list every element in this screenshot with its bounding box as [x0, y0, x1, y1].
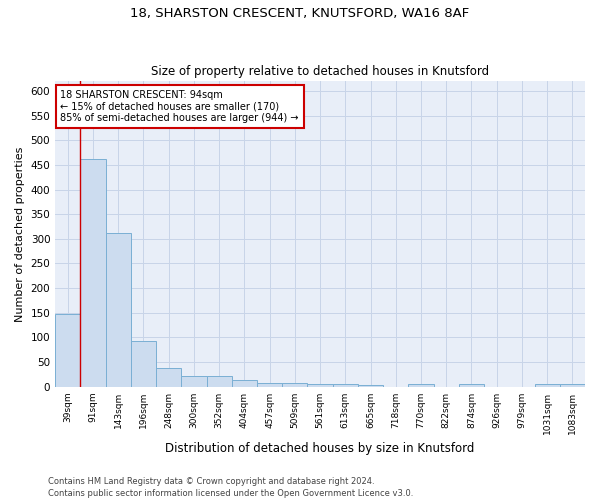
Bar [358, 384, 383, 386]
Bar [459, 384, 484, 386]
Bar [307, 384, 332, 386]
Bar [55, 314, 80, 386]
Bar [156, 368, 181, 386]
Bar [80, 159, 106, 386]
Text: 18, SHARSTON CRESCENT, KNUTSFORD, WA16 8AF: 18, SHARSTON CRESCENT, KNUTSFORD, WA16 8… [130, 8, 470, 20]
Bar [332, 384, 358, 386]
Bar [560, 384, 585, 386]
Bar [206, 376, 232, 386]
Y-axis label: Number of detached properties: Number of detached properties [15, 146, 25, 322]
Bar [131, 341, 156, 386]
X-axis label: Distribution of detached houses by size in Knutsford: Distribution of detached houses by size … [166, 442, 475, 455]
Bar [181, 376, 206, 386]
Title: Size of property relative to detached houses in Knutsford: Size of property relative to detached ho… [151, 66, 489, 78]
Bar [535, 384, 560, 386]
Bar [232, 380, 257, 386]
Bar [282, 382, 307, 386]
Bar [106, 234, 131, 386]
Bar [257, 382, 282, 386]
Bar [409, 384, 434, 386]
Text: 18 SHARSTON CRESCENT: 94sqm
← 15% of detached houses are smaller (170)
85% of se: 18 SHARSTON CRESCENT: 94sqm ← 15% of det… [61, 90, 299, 124]
Text: Contains HM Land Registry data © Crown copyright and database right 2024.
Contai: Contains HM Land Registry data © Crown c… [48, 476, 413, 498]
